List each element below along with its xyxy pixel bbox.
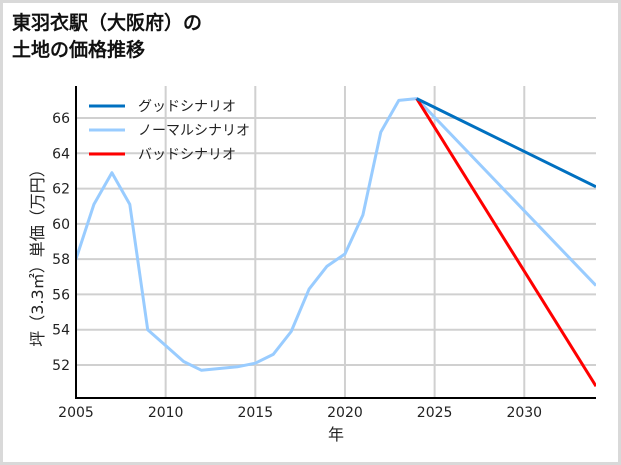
x-tick-label: 2020 xyxy=(327,405,363,421)
legend-label: バッドシナリオ xyxy=(138,147,236,163)
y-tick-label: 64 xyxy=(52,146,70,162)
chart-title-line-1: 東羽衣駅（大阪府）の xyxy=(12,12,203,34)
y-tick-label: 66 xyxy=(52,111,70,127)
data-series xyxy=(76,97,596,387)
chart-title-line-2: 土地の価格推移 xyxy=(12,39,146,61)
x-tick-label: 2010 xyxy=(148,405,184,421)
y-tick-label: 54 xyxy=(52,323,70,339)
y-tick-label: 58 xyxy=(52,252,70,268)
chart-card xyxy=(3,3,618,462)
x-tick-label: 2005 xyxy=(58,405,94,421)
legend-label: ノーマルシナリオ xyxy=(138,123,250,139)
series-line-0 xyxy=(416,97,596,189)
y-tick-label: 62 xyxy=(52,182,70,198)
axes xyxy=(75,86,596,399)
y-tick-label: 52 xyxy=(52,358,70,374)
series-line-1 xyxy=(76,97,596,372)
chart-title: 東羽衣駅（大阪府）の 土地の価格推移 xyxy=(12,10,202,64)
x-tick-label: 2025 xyxy=(417,405,453,421)
y-tick-label: 60 xyxy=(52,217,70,233)
x-tick-label: 2015 xyxy=(237,405,273,421)
grid-lines xyxy=(76,86,596,398)
tick-labels: 2005 2010 2015 2020 2025 2030 52 54 56 58 60 62 64 66 xyxy=(52,111,542,421)
y-axis-label: 坪（3.3㎡）単価（万円） xyxy=(28,161,47,346)
y-tick-label: 56 xyxy=(52,287,70,303)
x-tick-label: 2030 xyxy=(506,405,542,421)
x-axis-label: 年 xyxy=(328,425,344,444)
legend-label: グッドシナリオ xyxy=(138,99,236,115)
series-line-2 xyxy=(415,97,596,387)
